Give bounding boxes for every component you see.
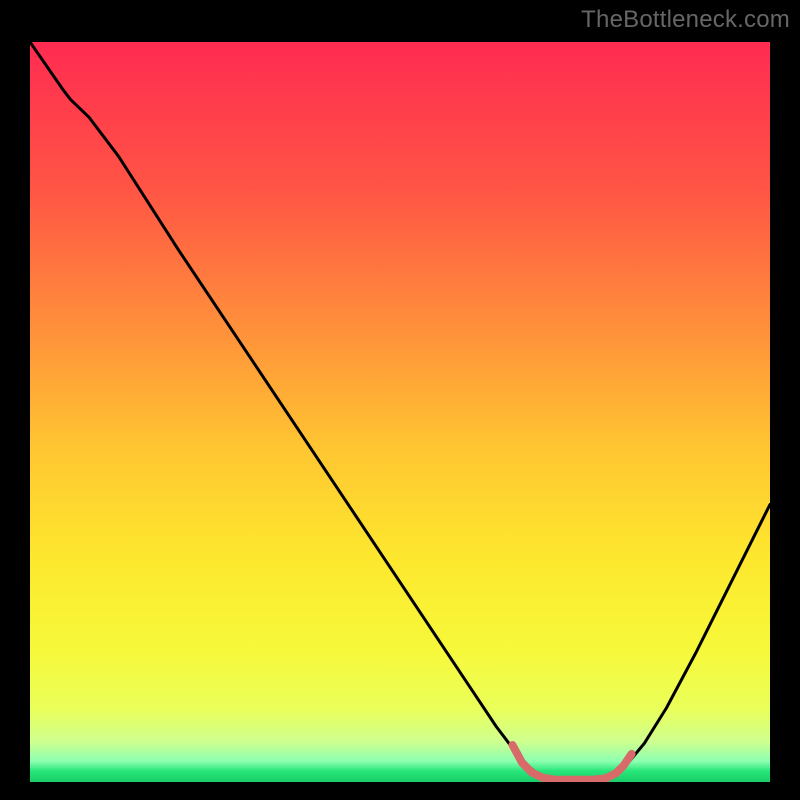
gradient-background (30, 42, 770, 782)
bottleneck-curve-chart (0, 0, 800, 800)
chart-container: TheBottleneck.com (0, 0, 800, 800)
watermark-text: TheBottleneck.com (581, 6, 790, 34)
